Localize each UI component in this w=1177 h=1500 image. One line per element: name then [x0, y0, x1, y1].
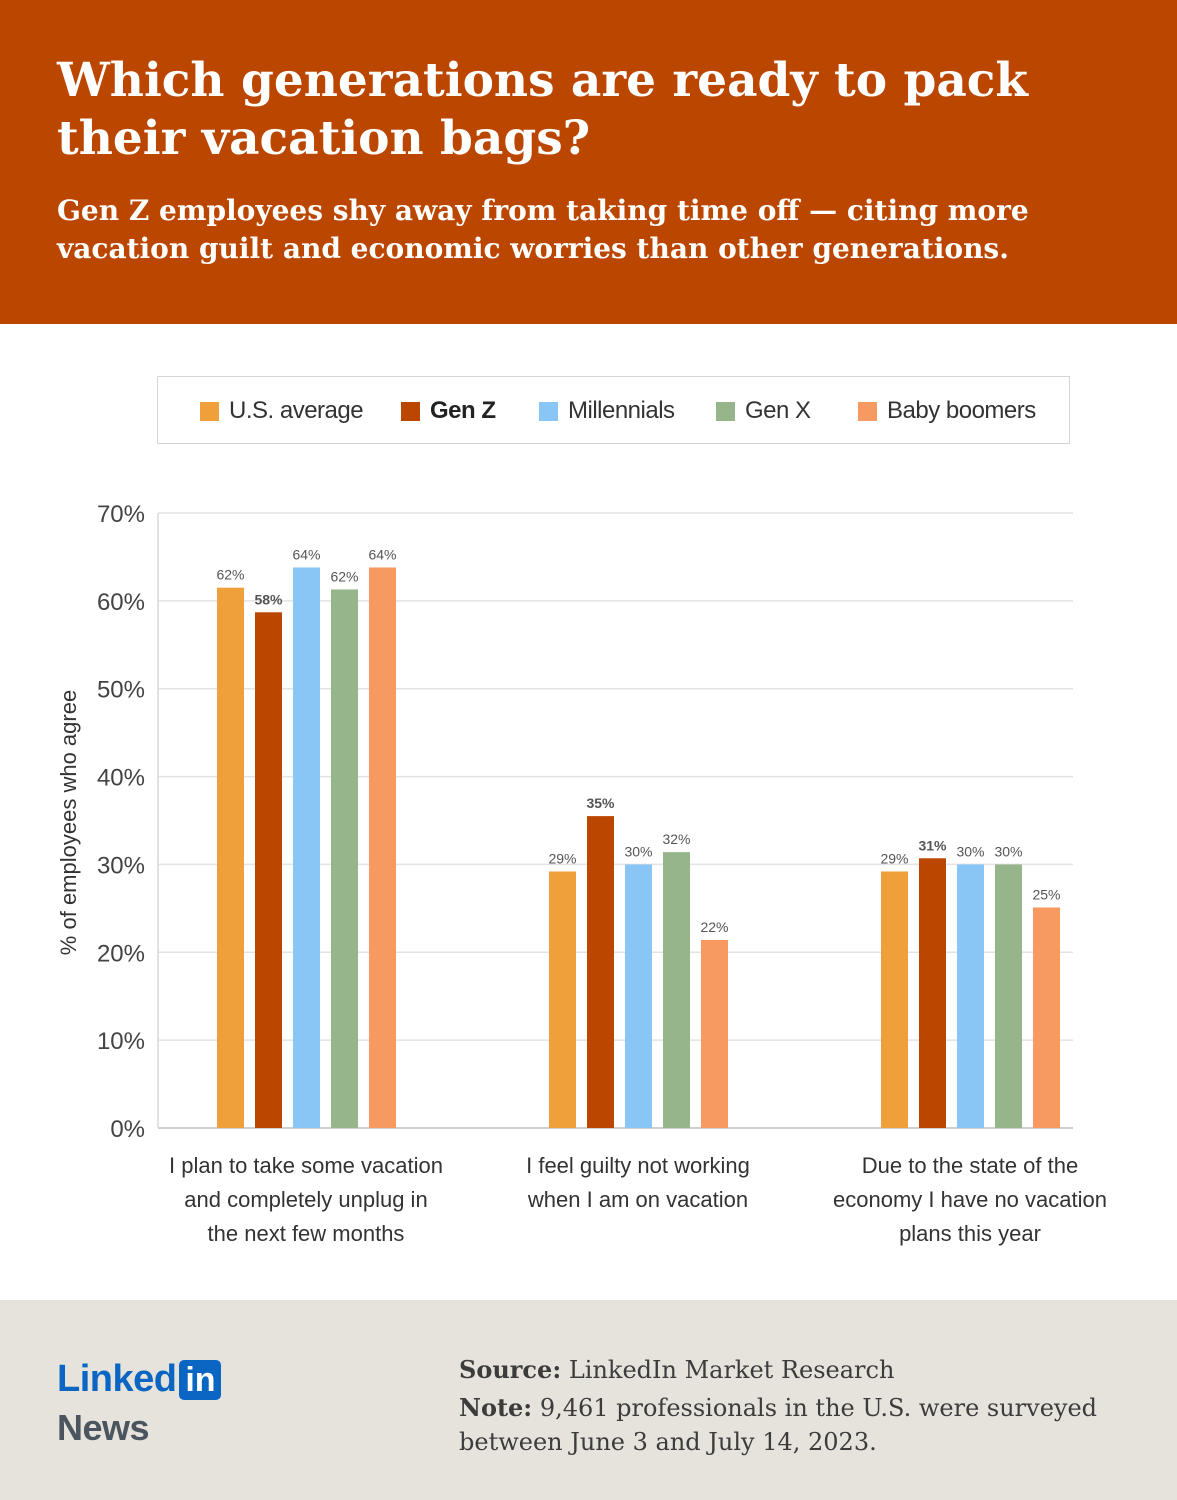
bar [701, 939, 728, 1128]
bar [293, 567, 320, 1128]
header-banner: Which generations are ready to pack thei… [0, 0, 1177, 324]
data-label: 30% [956, 843, 984, 859]
y-tick-label: 10% [97, 1028, 145, 1055]
legend-label-us-average: U.S. average [229, 397, 364, 424]
bar [1033, 907, 1060, 1128]
data-label: 62% [216, 567, 244, 583]
category-label: economy I have no vacation [833, 1187, 1107, 1212]
logo-word: Linked [57, 1358, 177, 1400]
legend-swatch-millennials [539, 401, 558, 421]
note-line: Note: 9,461 professionals in the U.S. we… [459, 1391, 1139, 1459]
bar [919, 858, 946, 1128]
category-label: I plan to take some vacation [169, 1153, 443, 1178]
data-label: 64% [292, 546, 320, 562]
legend-label-millennials: Millennials [568, 397, 675, 424]
bar [587, 816, 614, 1128]
legend-label-baby-boomers: Baby boomers [887, 397, 1036, 424]
legend-item-baby-boomers: Baby boomers [858, 377, 1036, 445]
y-tick-label: 30% [97, 852, 145, 879]
y-tick-label: 20% [97, 940, 145, 967]
logo-in-box: in [179, 1359, 222, 1400]
data-label: 29% [548, 850, 576, 866]
y-tick-label: 40% [97, 765, 145, 792]
footer: Linked in News Source: LinkedIn Market Re… [0, 1300, 1177, 1500]
data-label: 32% [662, 831, 690, 847]
legend: U.S. average Gen Z Millennials Gen X Bab… [157, 376, 1070, 444]
legend-item-millennials: Millennials [539, 377, 675, 445]
y-axis-label: % of employees who agree [56, 690, 81, 955]
data-label: 35% [586, 795, 615, 811]
y-tick-label: 50% [97, 677, 145, 704]
bar [995, 864, 1022, 1128]
data-label: 58% [254, 591, 283, 607]
legend-label-gen-x: Gen X [745, 397, 811, 424]
note-text: 9,461 professionals in the U.S. were sur… [459, 1394, 1098, 1456]
legend-swatch-gen-x [716, 401, 735, 421]
category-label: Due to the state of the [862, 1153, 1078, 1178]
data-label: 30% [994, 843, 1022, 859]
bar [957, 864, 984, 1128]
y-tick-label: 60% [97, 589, 145, 616]
y-tick-label: 70% [97, 501, 145, 528]
linkedin-news-logo: Linked in News [57, 1358, 222, 1449]
category-label: the next few months [208, 1221, 405, 1246]
data-label: 62% [330, 568, 358, 584]
legend-item-gen-z: Gen Z [401, 377, 496, 445]
data-label: 29% [880, 850, 908, 866]
legend-swatch-us-average [200, 401, 219, 421]
data-label: 22% [700, 919, 728, 935]
source-text: LinkedIn Market Research [568, 1356, 895, 1384]
legend-swatch-gen-z [401, 401, 420, 421]
category-label: plans this year [899, 1221, 1041, 1246]
category-label: and completely unplug in [184, 1187, 427, 1212]
data-label: 25% [1032, 886, 1060, 902]
category-label: when I am on vacation [527, 1187, 748, 1212]
chart-subtitle: Gen Z employees shy away from taking tim… [57, 194, 1029, 265]
legend-item-us-average: U.S. average [200, 377, 364, 445]
bar [625, 864, 652, 1128]
category-label: I feel guilty not working [526, 1153, 750, 1178]
data-label: 30% [624, 843, 652, 859]
data-label: 64% [368, 546, 396, 562]
bar [663, 852, 690, 1128]
bar [255, 612, 282, 1128]
legend-swatch-baby-boomers [858, 401, 877, 421]
bar [217, 587, 244, 1128]
bar [881, 871, 908, 1128]
bar [369, 567, 396, 1128]
data-label: 31% [918, 837, 947, 853]
legend-label-gen-z: Gen Z [430, 397, 496, 424]
source-line: Source: LinkedIn Market Research [459, 1353, 1139, 1387]
source-label: Source: [459, 1355, 562, 1384]
note-label: Note: [459, 1393, 533, 1422]
bar [549, 871, 576, 1128]
legend-item-gen-x: Gen X [716, 377, 811, 445]
bar-chart: 0% 10% 20% 30% 40% 50% 60% 70% % of employees wh… [56, 501, 1107, 1246]
y-tick-label: 0% [110, 1116, 145, 1143]
bar [331, 589, 358, 1128]
chart-title: Which generations are ready to pack thei… [57, 53, 1028, 166]
source-notes: Source: LinkedIn Market Research Note: 9… [459, 1353, 1139, 1463]
logo-news: News [57, 1407, 150, 1448]
